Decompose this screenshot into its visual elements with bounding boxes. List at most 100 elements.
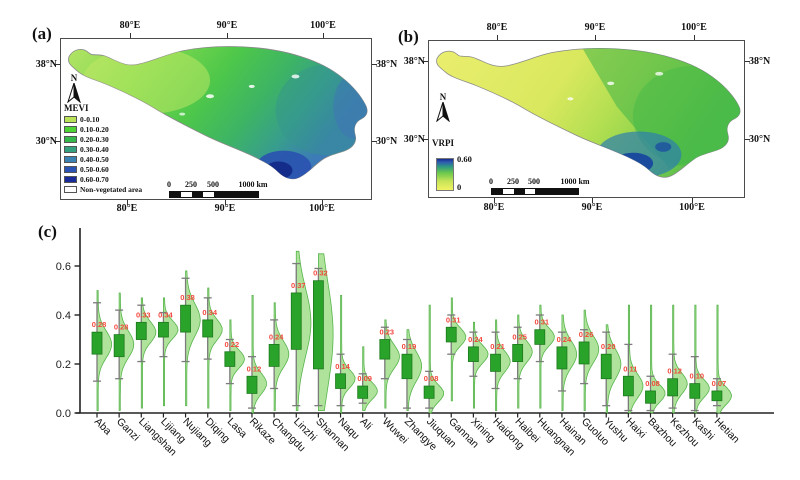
- tick: [745, 61, 750, 62]
- tick: [494, 198, 495, 203]
- box-Lijiang: [158, 321, 169, 338]
- value-label-Nujiang: 0.38: [180, 293, 195, 302]
- legend-item-label: 0.10-0.20: [80, 124, 109, 134]
- panel-a-bottom-tick-90e: 90°E: [214, 203, 236, 214]
- mevi-legend-items: 0-0.10 0.10-0.20 0.20-0.30 0.30-0.40 0.40-0.…: [64, 114, 142, 194]
- box-Lasa: [224, 351, 236, 367]
- value-label-Changdu: 0.24: [269, 332, 284, 341]
- violin-Aba: [96, 290, 113, 411]
- legend-swatch: [64, 135, 77, 143]
- panel-b-label: (b): [398, 27, 419, 46]
- vrpi-legend-title: VRPI: [432, 138, 454, 148]
- vrpi-min-label: 0: [457, 182, 462, 192]
- box-Haibei: [512, 344, 524, 363]
- scalebar-a: [169, 191, 259, 198]
- box-Linzhi: [290, 292, 302, 350]
- box-Liangshan: [135, 321, 147, 340]
- legend-item-label: 0.30-0.40: [80, 144, 109, 154]
- value-label-Yushu: 0.20: [601, 342, 616, 351]
- tick: [694, 35, 695, 40]
- violin-Gannan: [450, 297, 467, 402]
- violin-Xining: [472, 321, 489, 409]
- mevi-legend-item: 0.30-0.40: [64, 144, 142, 154]
- legend-item-label: Non-vegetated area: [80, 184, 143, 194]
- north-arrow-b: N: [436, 93, 450, 122]
- value-label-Ali: 0.09: [357, 374, 372, 383]
- legend-swatch: [64, 185, 77, 193]
- value-label-Gannan: 0.31: [446, 315, 461, 324]
- value-label-Lasa: 0.22: [225, 340, 240, 349]
- value-label-Jiuquan: 0.08: [424, 374, 439, 383]
- tick: [423, 139, 428, 140]
- legend-item-label: 0.50-0.60: [80, 164, 109, 174]
- panel-a-bottom-tick-80e: 80°E: [116, 203, 138, 214]
- map-b-overlays: [567, 48, 741, 178]
- violin-Rikaze: [251, 295, 267, 414]
- scalebar-a-1000: 1000 km: [238, 180, 268, 189]
- box-Shannan: [312, 280, 324, 370]
- scalebar-a-250: 250: [185, 180, 197, 189]
- value-label-Naqu: 0.14: [335, 362, 350, 371]
- mevi-legend-item: 0.60-0.70: [64, 174, 142, 184]
- value-label-Huangnan: 0.31: [534, 318, 549, 327]
- tick: [225, 200, 226, 205]
- panel-b-right-tick-30n: 30°N: [749, 134, 771, 145]
- mevi-legend-item: 0.40-0.50: [64, 154, 142, 164]
- violin-Yushu: [605, 324, 622, 414]
- panel-a-top-tick-90e: 90°E: [216, 20, 238, 31]
- x-label-Hetian: Hetian: [712, 416, 742, 446]
- box-Ganzi: [113, 334, 125, 358]
- mevi-legend-title: MEVI: [64, 103, 89, 113]
- panel-a-right-tick-38n: 38°N: [376, 59, 398, 70]
- tick: [423, 61, 428, 62]
- violin-Haibei: [517, 314, 533, 409]
- north-arrow-a: N: [67, 74, 81, 103]
- legend-swatch: [64, 175, 77, 183]
- mevi-legend-item: Non-vegetated area: [64, 184, 142, 194]
- panel-a-right-tick-30n: 30°N: [376, 136, 398, 147]
- box-Huangnan: [534, 329, 546, 345]
- violin-Kezhou: [672, 304, 688, 414]
- box-Jiuquan: [423, 385, 435, 399]
- scalebar-b-500: 500: [528, 177, 540, 186]
- tick: [372, 141, 377, 142]
- value-label-Hainan: 0.24: [557, 335, 572, 344]
- panel-b-right-tick-38n: 38°N: [749, 56, 771, 67]
- map-a-frame: MEVI 0-0.10 0.10-0.20 0.20-0.30 0.30-0.40 0.…: [60, 38, 372, 200]
- mevi-legend-item: 0.50-0.60: [64, 164, 142, 174]
- value-label-Lijiang: 0.34: [158, 310, 173, 319]
- panel-b-top-tick-90e: 90°E: [584, 22, 606, 33]
- violin-Diqing: [207, 287, 223, 409]
- tick: [745, 139, 750, 140]
- value-label-Guoluo: 0.26: [579, 330, 594, 339]
- panel-a-top-tick-80e: 80°E: [119, 20, 141, 31]
- tick: [55, 141, 60, 142]
- panel-a-left-tick-30n: 30°N: [35, 136, 57, 147]
- map-a-mevi: [68, 46, 368, 180]
- violin-Zhangye: [406, 329, 422, 411]
- panel-a-left-tick-38n: 38°N: [35, 59, 57, 70]
- box-Yushu: [600, 353, 612, 380]
- box-Hainan: [556, 346, 568, 370]
- tick: [497, 35, 498, 40]
- mevi-legend-item: 0-0.10: [64, 114, 142, 124]
- value-label-Rikaze: 0.12: [247, 364, 262, 373]
- value-label-Kashi: 0.10: [689, 372, 704, 381]
- mevi-legend: MEVI 0-0.10 0.10-0.20 0.20-0.30 0.30-0.40 0.…: [64, 103, 142, 194]
- scalebar-a-0: 0: [167, 180, 171, 189]
- x-label-Ganzi: Ganzi: [114, 416, 142, 444]
- box-Changdu: [268, 344, 280, 367]
- violin-Changdu: [273, 302, 290, 411]
- box-Zhangye: [401, 353, 413, 380]
- value-label-Haixi: 0.11: [623, 364, 637, 373]
- map-b-frame: N VRPI 0.60 0 0 250 500 1000 km: [428, 40, 745, 198]
- violin-box-chart: 0.00.20.40.60.28Aba0.28Ganzi0.33Liangsha…: [56, 228, 774, 459]
- y-tick-label: 0.4: [56, 310, 71, 322]
- tick: [323, 33, 324, 38]
- legend-item-label: 0.40-0.50: [80, 154, 109, 164]
- box-Haidong: [490, 353, 501, 372]
- value-label-Ganzi: 0.28: [114, 323, 129, 332]
- violin-Hainan: [561, 314, 578, 411]
- panel-c-label: (c): [38, 222, 57, 241]
- north-arrow-icon: [67, 83, 81, 103]
